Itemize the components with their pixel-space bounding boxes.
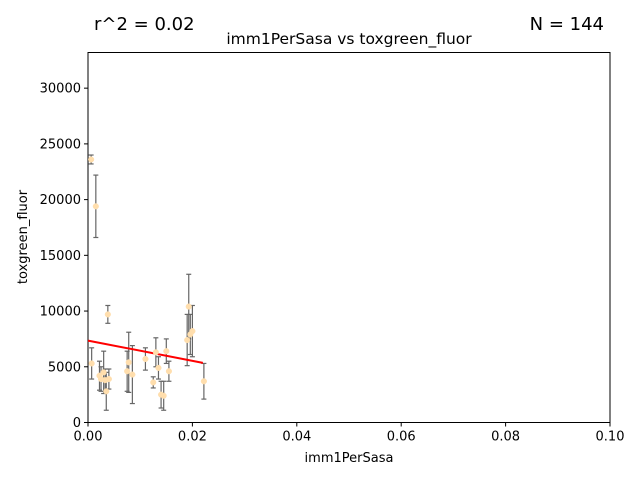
data-point (125, 359, 132, 366)
sample-count-annotation: N = 144 (530, 14, 604, 35)
data-point (100, 369, 107, 376)
x-tick-label: 0.06 (387, 430, 416, 445)
y-tick-label: 25000 (40, 137, 81, 152)
data-point (124, 368, 131, 375)
data-point (103, 388, 110, 395)
data-point (163, 348, 170, 355)
regression-line (87, 339, 204, 364)
x-axis-label: imm1PerSasa (305, 451, 394, 466)
data-points (88, 156, 207, 399)
x-tick-label: 0.02 (178, 430, 207, 445)
data-point (189, 328, 196, 335)
data-point (104, 311, 111, 318)
x-tick-label: 0.10 (596, 430, 625, 445)
data-point (155, 364, 162, 371)
data-point (105, 375, 112, 383)
y-axis: 0 5000 10000 15000 20000 25000 30000 (40, 82, 88, 431)
regression-line-group (87, 339, 204, 364)
data-point (150, 379, 157, 386)
y-tick-label: 5000 (48, 360, 81, 375)
data-point (88, 360, 95, 367)
data-point (160, 392, 167, 399)
y-tick-label: 0 (73, 416, 81, 431)
data-point (165, 368, 172, 375)
data-point (152, 349, 159, 356)
data-point (129, 371, 136, 378)
plot-area (87, 52, 611, 423)
chart-title: imm1PerSasa vs toxgreen_fluor (226, 30, 472, 49)
data-point (200, 378, 207, 385)
data-point (92, 203, 99, 210)
data-point (88, 156, 95, 163)
data-point (142, 355, 149, 363)
x-axis: 0.00 0.02 0.04 0.06 0.08 0.10 (74, 422, 625, 445)
x-tick-label: 0.00 (74, 430, 103, 445)
x-tick-label: 0.08 (491, 430, 520, 445)
r-squared-annotation: r^2 = 0.02 (94, 14, 195, 35)
y-tick-label: 10000 (40, 305, 81, 320)
y-tick-label: 20000 (40, 193, 81, 208)
x-tick-label: 0.04 (282, 430, 311, 445)
y-tick-label: 30000 (40, 82, 81, 97)
data-point (185, 303, 192, 310)
y-tick-label: 15000 (40, 249, 81, 264)
data-point (184, 336, 191, 344)
y-axis-label: toxgreen_fluor (16, 189, 31, 284)
